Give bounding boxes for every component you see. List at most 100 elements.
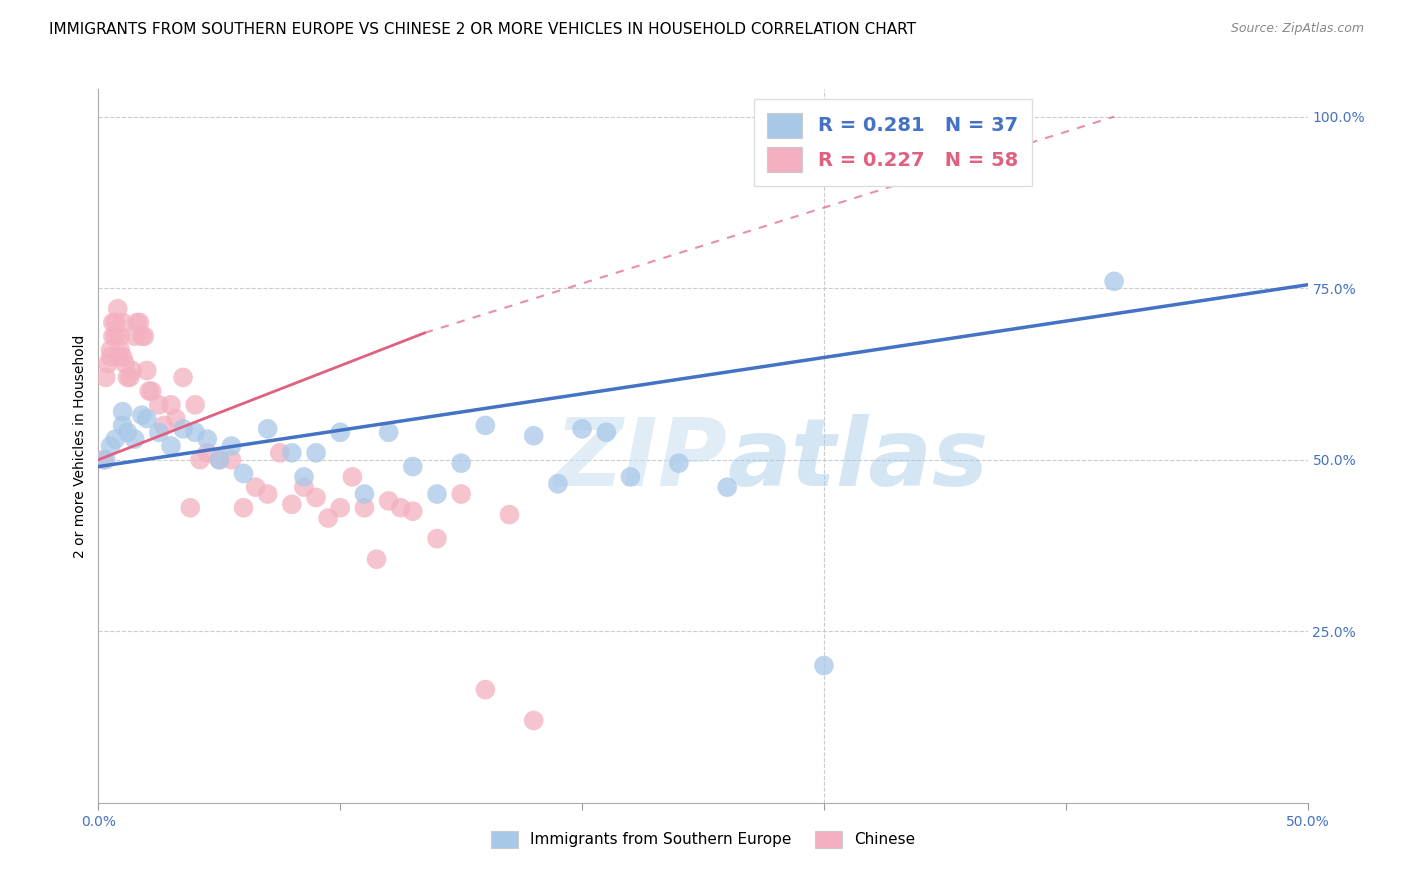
Point — [128, 316, 150, 330]
Point — [111, 418, 134, 433]
Point — [101, 316, 124, 330]
Point — [342, 470, 364, 484]
Point — [329, 425, 352, 440]
Point — [316, 511, 339, 525]
Point — [97, 357, 120, 371]
Text: Source: ZipAtlas.com: Source: ZipAtlas.com — [1230, 22, 1364, 36]
Point — [619, 470, 641, 484]
Point — [353, 500, 375, 515]
Point — [108, 329, 131, 343]
Point — [208, 452, 231, 467]
Point — [716, 480, 738, 494]
Point — [100, 343, 122, 357]
Point — [329, 500, 352, 515]
Point — [101, 329, 124, 343]
Point — [269, 446, 291, 460]
Point — [281, 446, 304, 460]
Point — [134, 329, 156, 343]
Point — [426, 532, 449, 546]
Point — [108, 343, 131, 357]
Point — [292, 470, 315, 484]
Point — [195, 446, 218, 460]
Point — [172, 370, 194, 384]
Point — [104, 316, 127, 330]
Point — [292, 480, 315, 494]
Point — [104, 329, 127, 343]
Point — [94, 452, 117, 467]
Point — [131, 329, 153, 343]
Point — [100, 350, 122, 364]
Point — [595, 425, 617, 440]
Point — [121, 363, 143, 377]
Point — [366, 552, 388, 566]
Point — [523, 428, 546, 442]
Point — [117, 425, 139, 440]
Point — [107, 350, 129, 364]
Point — [141, 384, 163, 398]
Point — [474, 418, 496, 433]
Point — [111, 350, 134, 364]
Text: atlas: atlas — [727, 414, 988, 507]
Point — [165, 411, 187, 425]
Point — [256, 422, 278, 436]
Point — [547, 476, 569, 491]
Point — [152, 418, 174, 433]
Text: IMMIGRANTS FROM SOUTHERN EUROPE VS CHINESE 2 OR MORE VEHICLES IN HOUSEHOLD CORRE: IMMIGRANTS FROM SOUTHERN EUROPE VS CHINE… — [49, 22, 917, 37]
Point — [668, 456, 690, 470]
Point — [221, 439, 243, 453]
Point — [131, 408, 153, 422]
Point — [402, 459, 425, 474]
Point — [118, 370, 141, 384]
Point — [402, 504, 425, 518]
Point — [195, 432, 218, 446]
Point — [208, 452, 231, 467]
Point — [104, 432, 127, 446]
Point — [377, 494, 399, 508]
Point — [117, 370, 139, 384]
Point — [426, 487, 449, 501]
Point — [281, 497, 304, 511]
Point — [474, 682, 496, 697]
Point — [124, 329, 146, 343]
Point — [813, 658, 835, 673]
Point — [148, 398, 170, 412]
Point — [188, 452, 211, 467]
Y-axis label: 2 or more Vehicles in Household: 2 or more Vehicles in Household — [73, 334, 87, 558]
Point — [450, 456, 472, 470]
Point — [100, 439, 122, 453]
Point — [138, 384, 160, 398]
Point — [135, 411, 157, 425]
Point — [305, 491, 328, 505]
Point — [1102, 274, 1125, 288]
Point — [184, 425, 207, 440]
Point — [111, 405, 134, 419]
Point — [256, 487, 278, 501]
Point — [179, 500, 201, 515]
Point — [107, 301, 129, 316]
Point — [127, 316, 149, 330]
Point — [571, 422, 593, 436]
Text: ZIP: ZIP — [554, 414, 727, 507]
Point — [377, 425, 399, 440]
Legend: Immigrants from Southern Europe, Chinese: Immigrants from Southern Europe, Chinese — [482, 823, 924, 855]
Point — [124, 432, 146, 446]
Point — [305, 446, 328, 460]
Point — [94, 370, 117, 384]
Point — [135, 363, 157, 377]
Point — [498, 508, 520, 522]
Point — [221, 452, 243, 467]
Point — [232, 500, 254, 515]
Point — [160, 439, 183, 453]
Point — [523, 714, 546, 728]
Point — [450, 487, 472, 501]
Point — [160, 398, 183, 412]
Point — [232, 467, 254, 481]
Point — [353, 487, 375, 501]
Point — [148, 425, 170, 440]
Point — [389, 500, 412, 515]
Point — [111, 316, 134, 330]
Point — [245, 480, 267, 494]
Point — [172, 422, 194, 436]
Point — [114, 357, 136, 371]
Point — [91, 452, 114, 467]
